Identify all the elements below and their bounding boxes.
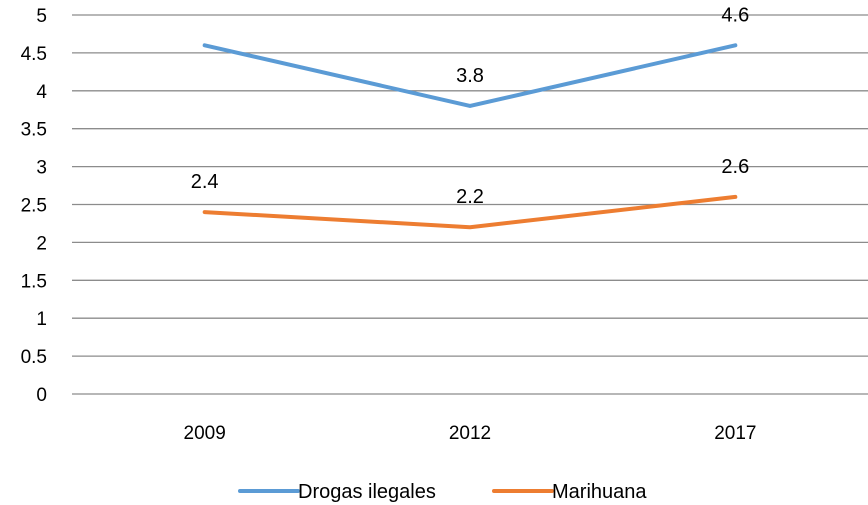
x-tick-label: 2009 [184, 423, 226, 444]
series-lines [202, 43, 738, 230]
data-label: 2.6 [721, 156, 749, 178]
data-label: 2.2 [456, 186, 484, 208]
data-label: 4.6 [721, 4, 749, 26]
x-tick-label: 2012 [449, 423, 491, 444]
y-axis-tick-labels: 0 0.5 1 1.5 2 2.5 3 3.5 4 4.5 5 [21, 6, 48, 406]
x-tick-label: 2017 [714, 423, 756, 444]
y-tick-label: 4.5 [21, 44, 47, 65]
legend-label-0: Drogas ilegales [298, 481, 436, 503]
series-line-0 [202, 43, 738, 108]
x-axis-tick-labels: 2009 2012 2017 [184, 423, 757, 444]
y-tick-label: 0.5 [21, 347, 47, 368]
series-line-1 [202, 194, 738, 230]
y-tick-label: 2.5 [21, 196, 47, 217]
y-tick-label: 3 [36, 158, 47, 179]
y-tick-label: 5 [36, 6, 47, 27]
legend: Drogas ilegales Marihuana [238, 481, 647, 503]
y-tick-label: 2 [36, 233, 47, 254]
data-labels: 3.8 4.6 2.4 2.2 2.6 [191, 4, 749, 208]
y-tick-label: 3.5 [21, 120, 47, 141]
y-tick-label: 1 [36, 309, 47, 330]
y-tick-label: 1.5 [21, 271, 47, 292]
y-tick-label: 0 [36, 385, 47, 406]
legend-label-1: Marihuana [552, 481, 647, 503]
gridlines [72, 14, 868, 395]
data-label: 2.4 [191, 171, 219, 193]
data-label: 3.8 [456, 65, 484, 87]
y-tick-label: 4 [36, 82, 47, 103]
